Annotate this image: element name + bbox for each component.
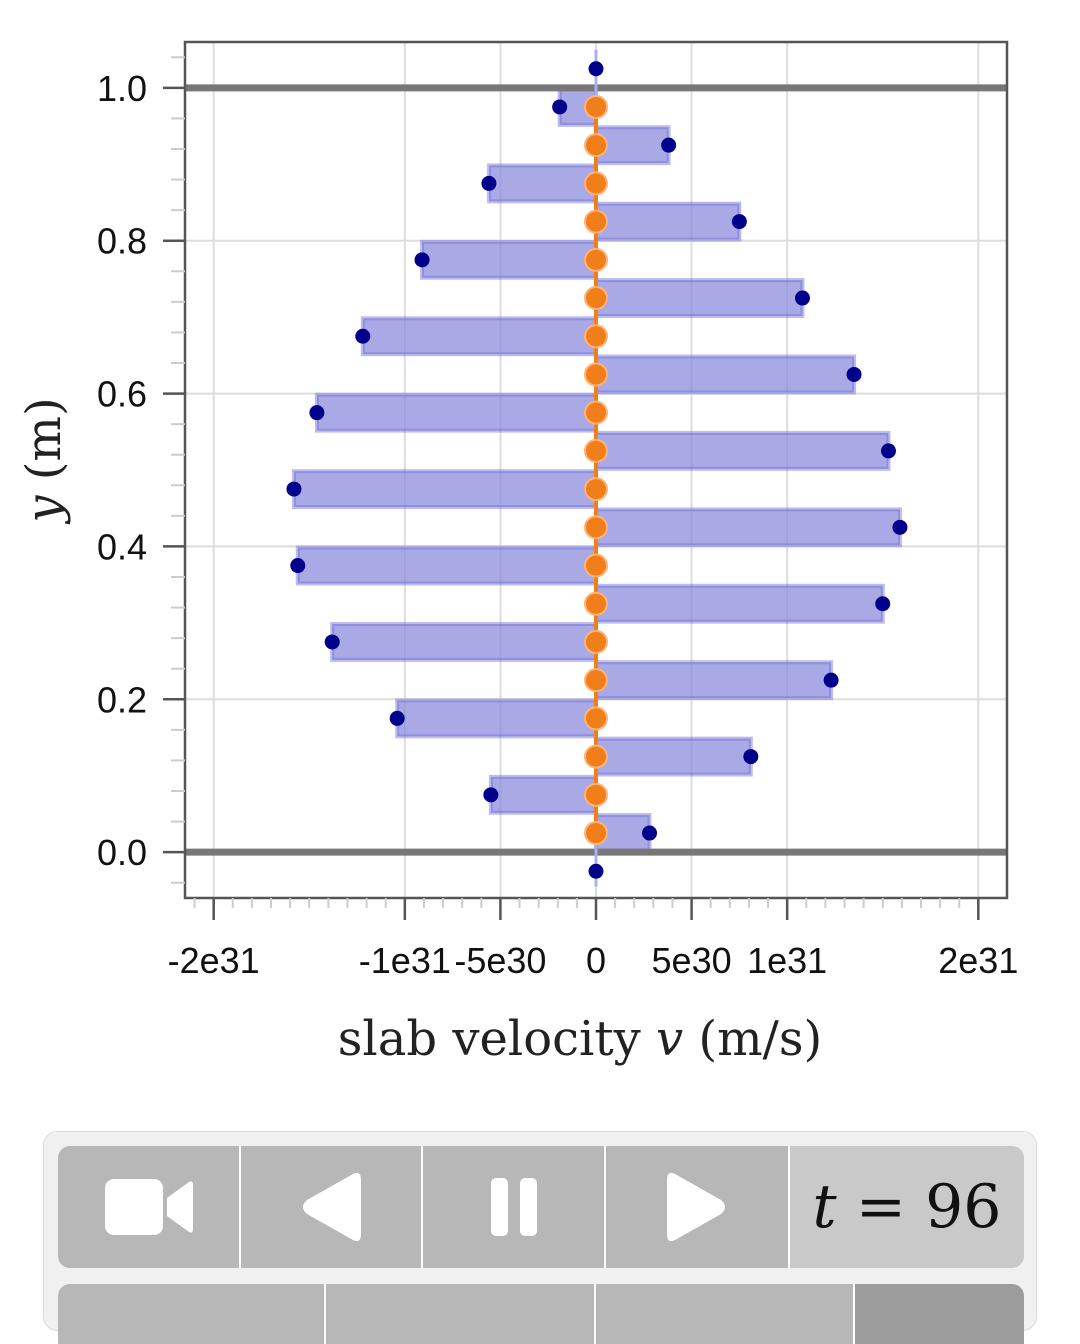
x-axis-title: slab velocity v (m/s)	[338, 1011, 822, 1067]
velocity-point	[309, 405, 325, 421]
velocity-point	[481, 175, 497, 191]
mesh-point	[584, 706, 608, 731]
velocity-bar	[594, 201, 742, 242]
x-tick-label: -5e30	[454, 940, 546, 981]
velocity-point	[483, 787, 499, 803]
velocity-bar	[488, 774, 599, 815]
time-variable: t	[812, 1172, 837, 1242]
velocity-point	[286, 481, 302, 497]
record-button[interactable]	[58, 1146, 241, 1268]
mesh-point	[584, 821, 608, 846]
mesh-point	[584, 782, 608, 807]
mesh-point	[584, 477, 608, 502]
y-axis-title: y (m)	[16, 397, 72, 524]
velocity-bar	[594, 125, 671, 166]
y-tick-label: 0.8	[97, 221, 147, 262]
velocity-bar	[314, 392, 598, 433]
velocity-bar	[291, 469, 598, 510]
velocity-bar	[594, 354, 857, 395]
mesh-point	[584, 553, 608, 578]
playback-toolbar: t = 96	[58, 1146, 1024, 1268]
time-value: = 96	[855, 1172, 1002, 1242]
velocity-point	[875, 596, 891, 612]
secondary-button-4[interactable]	[855, 1284, 1024, 1344]
velocity-point	[846, 366, 862, 382]
y-tick-label: 0.4	[97, 526, 147, 567]
x-tick-label: 2e31	[938, 940, 1018, 981]
y-tick-label: 0.2	[97, 679, 147, 720]
mesh-point	[584, 438, 608, 463]
secondary-button-2[interactable]	[326, 1284, 596, 1344]
mesh-point	[584, 668, 608, 693]
mesh-point	[584, 515, 608, 540]
mesh-point	[584, 247, 608, 272]
mesh-point	[584, 286, 608, 311]
mesh-point	[584, 629, 608, 654]
velocity-point	[731, 214, 747, 230]
velocity-bar	[330, 622, 598, 662]
mesh-point	[584, 209, 608, 234]
velocity-bar	[594, 660, 834, 701]
velocity-bar	[486, 163, 598, 204]
step-back-button[interactable]	[241, 1146, 423, 1268]
velocity-bar	[295, 545, 598, 586]
chart: 0.0 0.2 0.4 0.6 0.8 1.0 -2e31 -1e31 -5e30 0 5e30 1e…	[16, 40, 1018, 1067]
velocity-point	[389, 710, 405, 726]
pause-button[interactable]	[423, 1146, 606, 1268]
velocity-bar	[594, 507, 902, 548]
secondary-toolbar	[58, 1284, 1024, 1344]
velocity-point	[355, 328, 371, 344]
secondary-button-3[interactable]	[596, 1284, 855, 1344]
x-tick-label: -1e31	[359, 940, 451, 981]
velocity-bar	[395, 698, 598, 739]
mesh-point	[584, 362, 608, 387]
x-tick-label: -2e31	[168, 940, 260, 981]
x-tick-label: 1e31	[747, 940, 827, 981]
mesh-point	[584, 171, 608, 196]
velocity-bar	[594, 430, 891, 471]
ghost-point	[588, 863, 604, 879]
mesh-point	[584, 744, 608, 769]
y-tick-label: 1.0	[97, 68, 147, 109]
mesh-point	[584, 324, 608, 349]
pause-icon	[490, 1178, 537, 1236]
x-tick-label: 5e30	[652, 940, 732, 981]
y-tick-label: 0.6	[97, 374, 147, 415]
mesh-point	[584, 94, 608, 119]
velocity-bar	[360, 316, 598, 357]
velocity-bar	[594, 278, 805, 318]
velocity-point	[661, 137, 677, 153]
velocity-point	[823, 672, 839, 688]
velocity-bar	[420, 239, 599, 280]
ghost-point	[588, 61, 604, 77]
play-backward-icon	[303, 1172, 361, 1242]
velocity-point	[642, 825, 658, 841]
x-tick-label: 0	[586, 940, 606, 981]
playback-controls: t = 96	[43, 1131, 1037, 1344]
mesh-point	[584, 591, 608, 616]
velocity-point	[743, 749, 759, 765]
y-tick-label: 0.0	[97, 832, 147, 873]
velocity-point	[880, 443, 896, 459]
velocity-bar	[594, 583, 885, 624]
velocity-point	[794, 290, 810, 306]
step-forward-button[interactable]	[606, 1146, 790, 1268]
secondary-button-1[interactable]	[58, 1284, 326, 1344]
velocity-point	[324, 634, 340, 650]
mesh-point	[584, 400, 608, 425]
time-readout: t = 96	[790, 1146, 1024, 1268]
video-camera-icon	[104, 1179, 193, 1235]
velocity-point	[414, 252, 430, 268]
velocity-bar	[594, 736, 753, 777]
velocity-point	[552, 99, 568, 115]
velocity-point	[892, 519, 908, 535]
mesh-point	[584, 133, 608, 158]
velocity-point	[290, 558, 306, 574]
play-forward-icon	[667, 1172, 725, 1242]
